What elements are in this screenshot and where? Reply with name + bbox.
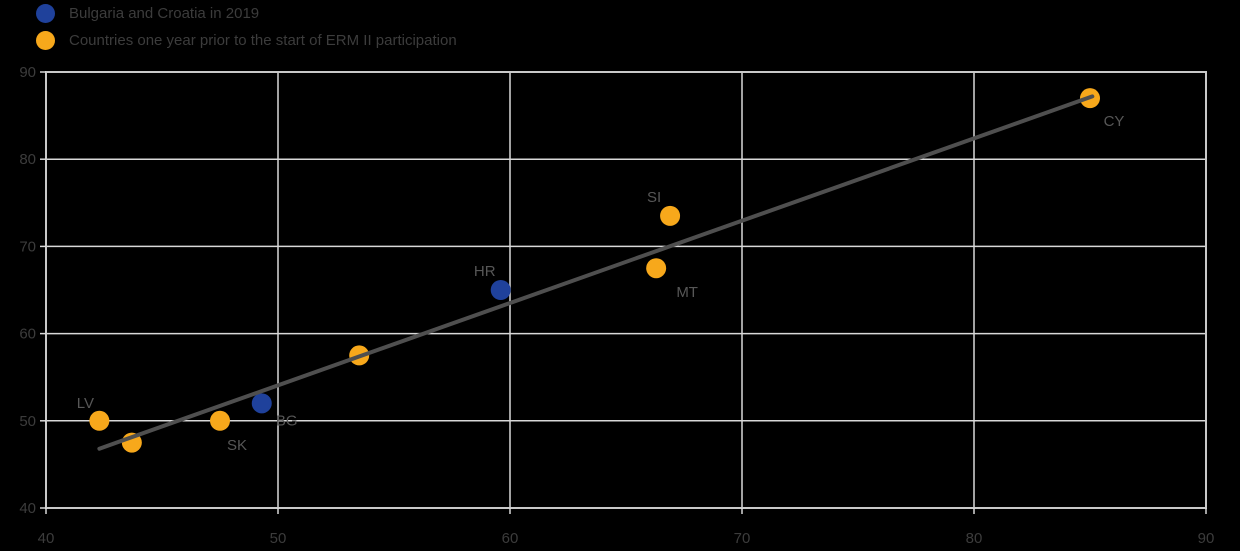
legend-marker-yellow-dot: [36, 30, 55, 50]
data-point-label: CY: [1104, 113, 1125, 130]
y-axis-tick-label: 90: [19, 64, 36, 81]
x-axis-tick-label: 80: [966, 530, 983, 547]
y-axis-tick-label: 60: [19, 326, 36, 343]
legend-label-yellow-series: Countries one year prior to the start of…: [69, 31, 457, 49]
legend-marker-blue-dot: [36, 3, 55, 23]
trendline: [97, 94, 1095, 451]
plot-border: [45, 71, 1207, 509]
x-axis-tick-label: 70: [734, 530, 751, 547]
data-point-label: MT: [676, 284, 698, 301]
legend-label-blue-series: Bulgaria and Croatia in 2019: [69, 4, 260, 22]
y-axis-tick-label: 70: [19, 238, 36, 255]
data-point: [210, 410, 230, 431]
data-point-label: LV: [77, 395, 94, 412]
data-point-label: SI: [647, 189, 661, 206]
legend-item-yellow-series: Countries one year prior to the start of…: [36, 29, 457, 51]
x-axis-tick-label: 60: [502, 530, 519, 547]
y-axis-tick-label: 50: [19, 413, 36, 430]
data-point: [646, 258, 667, 279]
legend-item-blue-series: Bulgaria and Croatia in 2019: [36, 2, 457, 24]
data-point: [490, 280, 511, 300]
data-point: [89, 410, 110, 431]
x-axis-tick-label: 90: [1198, 530, 1215, 547]
chart-legend: Bulgaria and Croatia in 2019 Countries o…: [36, 2, 457, 51]
x-axis-tick-label: 50: [270, 530, 287, 547]
data-point-label: SK: [227, 437, 247, 454]
data-point-label: HR: [474, 263, 496, 280]
data-point: [251, 393, 272, 414]
y-axis-tick-label: 80: [19, 151, 36, 168]
data-point-label: BG: [276, 412, 298, 429]
y-axis-tick-label: 40: [19, 500, 36, 517]
x-axis-tick-label: 40: [38, 530, 55, 547]
data-point: [660, 205, 681, 226]
